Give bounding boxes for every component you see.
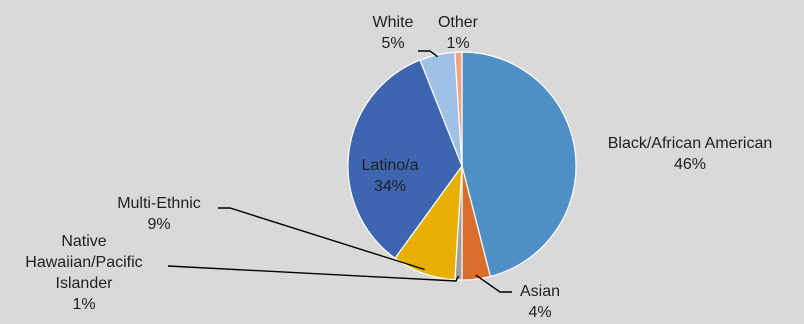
leader-line-multi-ethnic	[218, 207, 425, 271]
slice-value-black-african-american: 46%	[674, 156, 706, 173]
slice-value-white: 5%	[381, 35, 404, 52]
slice-value-native-hawaiian-pacific-islander: 1%	[72, 296, 95, 313]
slice-value-latino-a: 34%	[374, 178, 406, 195]
pie-slice-black-african-american	[461, 51, 577, 278]
leader-line-asian	[475, 274, 512, 293]
pie-slice-latino-a	[347, 59, 463, 260]
pie-slices	[347, 51, 577, 281]
slice-name-other: Other	[438, 14, 479, 31]
slice-name-latino-a: Latino/a	[362, 157, 419, 174]
slice-value-multi-ethnic: 9%	[147, 216, 170, 233]
slice-name-native-hawaiian-pacific-islander: Native	[61, 233, 106, 250]
slice-value-other: 1%	[446, 35, 469, 52]
leader-line-white	[418, 50, 439, 58]
slice-name-asian: Asian	[520, 283, 560, 300]
slice-label-asian: Asian 4%	[520, 283, 560, 321]
slice-label-white: White 5%	[373, 14, 414, 52]
slice-name-black-african-american: Black/African American	[608, 135, 773, 152]
slice-name-multi-ethnic: Multi-Ethnic	[117, 195, 201, 212]
slice-label-latino-a: Latino/a 34%	[362, 157, 419, 195]
slice-label-native-hawaiian-pacific-islander: Native Hawaiian/Pacific Islander 1%	[25, 233, 142, 313]
slice-name-white: White	[373, 14, 414, 31]
slice-value-asian: 4%	[528, 304, 551, 321]
pie-slice-other	[454, 51, 463, 167]
slice-labels: Black/African American 46% Asian 4% Native Ha…	[25, 14, 772, 321]
slice-name-native-hawaiian-pacific-islander: Islander	[56, 275, 114, 292]
leader-lines	[167, 50, 512, 293]
slice-label-other: Other 1%	[438, 14, 479, 52]
slice-label-multi-ethnic: Multi-Ethnic 9%	[117, 195, 201, 233]
leader-line-native-hawaiian-pacific-islander	[167, 265, 460, 282]
slice-name-native-hawaiian-pacific-islander: Hawaiian/Pacific	[25, 254, 142, 271]
slice-label-black-african-american: Black/African American 46%	[608, 135, 773, 173]
